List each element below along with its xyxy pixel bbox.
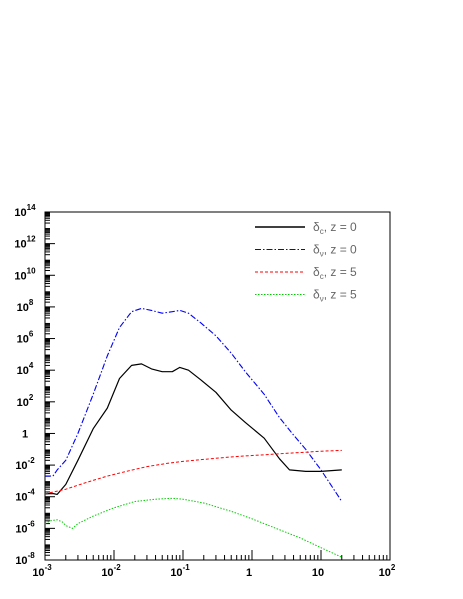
x-tick-base: 10 [379,567,391,579]
x-tick-base: 10 [170,567,182,579]
y-tick-exponent: 10 [27,266,36,275]
x-tick-exponent: -2 [114,563,122,572]
series-layer [44,307,343,558]
legend-subscript: ν [320,250,324,259]
legend-symbol: δ [313,243,320,257]
series-line-3 [44,449,342,495]
y-tick-base: 10 [14,207,26,219]
series-line-4 [44,497,343,558]
y-tick-exponent: 12 [27,235,36,244]
y-tick-base: 10 [15,523,27,535]
x-tick-base: 10 [32,567,44,579]
legend-symbol: δ [313,220,320,234]
y-tick-label: 10-4 [15,488,35,504]
x-tick-exponent: -1 [183,563,191,572]
y-tick-exponent: -4 [28,488,36,497]
y-tick-label: 10-6 [15,519,35,535]
y-tick-label: 106 [17,330,34,346]
x-tick-exponent: -3 [45,563,53,572]
y-tick-label: 102 [17,393,34,409]
legend-rest: , z = 0 [324,220,357,234]
y-tick-base: 10 [17,302,29,314]
y-tick-exponent: -8 [28,551,36,560]
y-tick-label: 10-8 [15,551,35,567]
legend-rest: , z = 5 [324,288,357,302]
legend-rest: , z = 0 [324,243,357,257]
series-line-2 [45,307,343,502]
x-tick-label: 10-2 [101,563,121,579]
legend-label-4: δν, z = 5 [313,288,357,304]
y-tick-exponent: 14 [27,203,36,212]
y-tick-base: 10 [15,492,27,504]
series-line-1 [44,363,342,495]
plot-frame [44,211,391,561]
legend: δc, z = 0δν, z = 0δc, z = 5δν, z = 5 [255,220,357,304]
y-tick-exponent: 6 [29,330,34,339]
y-tick-base: 10 [17,365,29,377]
y-tick-label: 1 [22,428,28,440]
axes: 10-3 10-2 10-1 1 10 10210-810-610-410-2110210… [14,203,395,579]
y-tick-base: 10 [15,460,27,472]
y-tick-label: 10-2 [15,456,35,472]
y-tick-exponent: -6 [28,519,36,528]
legend-symbol: δ [313,265,320,279]
y-tick-label: 1010 [14,266,36,282]
legend-label-1: δc, z = 0 [313,220,357,236]
x-tick-base: 1 [246,567,252,579]
y-tick-exponent: 2 [29,393,34,402]
x-tick-label: 10 [312,567,324,579]
x-tick-base: 10 [101,567,113,579]
x-tick-label: 10-3 [32,563,52,579]
x-tick-label: 10-1 [170,563,190,579]
legend-label-3: δc, z = 5 [313,265,357,281]
x-tick-exponent: 2 [391,563,396,572]
legend-rest: , z = 5 [324,265,357,279]
y-tick-base: 1 [22,428,28,440]
y-tick-exponent: -2 [28,456,36,465]
y-tick-base: 10 [14,239,26,251]
y-tick-exponent: 8 [29,298,34,307]
y-tick-base: 10 [17,334,29,346]
x-tick-base: 10 [312,567,324,579]
y-tick-label: 1012 [14,235,36,251]
legend-subscript: c [320,272,324,281]
y-tick-base: 10 [14,270,26,282]
y-tick-label: 108 [17,298,34,314]
legend-subscript: c [320,227,324,236]
y-tick-label: 1014 [14,203,36,219]
x-tick-label: 1 [246,567,252,579]
y-tick-exponent: 4 [29,361,34,370]
legend-label-2: δν, z = 0 [313,243,357,259]
legend-symbol: δ [313,288,320,302]
y-tick-label: 104 [17,361,34,377]
x-tick-label: 102 [379,563,396,579]
y-tick-base: 10 [15,555,27,567]
legend-subscript: ν [320,295,324,304]
y-tick-base: 10 [17,397,29,409]
